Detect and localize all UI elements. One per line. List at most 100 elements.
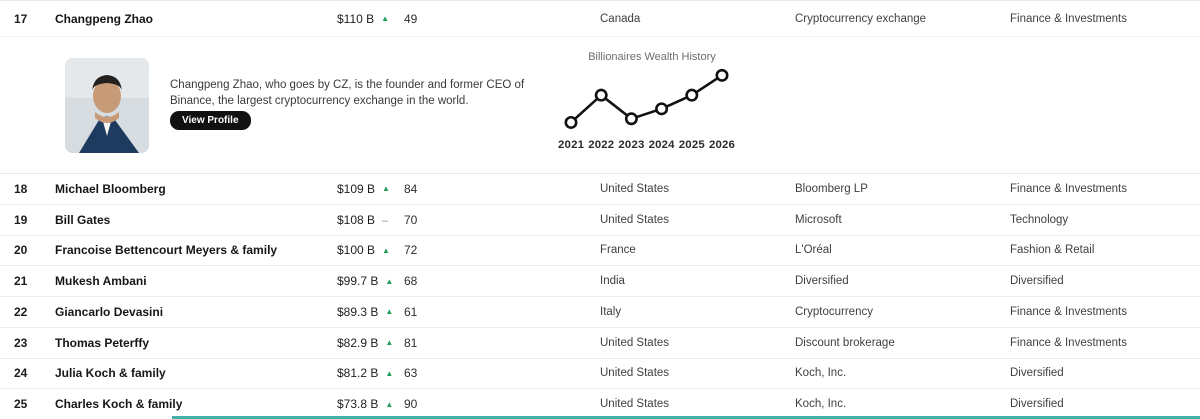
net-worth-cell: $73.8 B ▲ — [337, 397, 394, 412]
source-cell: Koch, Inc. — [795, 367, 847, 380]
industry-cell: Finance & Investments — [1010, 182, 1127, 195]
net-worth-cell: $100 B ▲ — [337, 243, 390, 258]
source-cell: L'Oréal — [795, 244, 832, 257]
rank-cell: 17 — [14, 11, 28, 26]
rank-cell: 20 — [14, 243, 28, 258]
table-rows: 18 Michael Bloomberg $109 B ▲ 84 United State… — [0, 174, 1200, 419]
rank-cell: 21 — [14, 274, 28, 289]
rank-cell: 23 — [14, 335, 28, 350]
country-cell: India — [600, 275, 625, 288]
industry-cell: Finance & Investments — [1010, 12, 1127, 25]
source-cell: Diversified — [795, 275, 849, 288]
x-axis-tick-label: 2021 — [558, 139, 585, 151]
country-cell: United States — [600, 367, 670, 380]
wealth-history-chart: Billionaires Wealth History 2021 2022 2023… — [556, 37, 748, 174]
name-cell[interactable]: Michael Bloomberg — [55, 181, 166, 196]
source-cell: Cryptocurrency exchange — [795, 12, 927, 25]
industry-cell: Diversified — [1010, 398, 1064, 411]
net-worth-cell: $89.3 B ▲ — [337, 304, 394, 319]
change-up-icon: ▲ — [385, 338, 394, 348]
name-cell[interactable]: Changpeng Zhao — [55, 11, 153, 26]
change-up-icon: ▲ — [385, 399, 394, 409]
view-profile-button[interactable]: View Profile — [170, 111, 251, 130]
name-cell[interactable]: Francoise Bettencourt Meyers & family — [55, 243, 278, 258]
country-cell: United States — [600, 182, 670, 195]
expanded-detail-panel: Changpeng Zhao, who goes by CZ, is the f… — [0, 37, 1200, 174]
net-worth-cell: $81.2 B ▲ — [337, 366, 394, 381]
x-axis-tick-label: 2022 — [588, 139, 615, 151]
country-cell: France — [600, 244, 636, 257]
change-up-icon: ▲ — [385, 307, 394, 317]
source-cell: Bloomberg LP — [795, 182, 868, 195]
table-row[interactable]: 17 Changpeng Zhao $110 B ▲ 49 Canada Cryptocur… — [0, 1, 1200, 37]
change-flat-icon: – — [382, 214, 389, 227]
change-up-icon: ▲ — [382, 184, 390, 194]
table-row-slot-expanded: 17 Changpeng Zhao $110 B ▲ 49 Canada Cryptocur… — [0, 1, 1200, 37]
table-row[interactable]: 23 Thomas Peterffy $82.9 B ▲ 81 United States… — [0, 327, 1200, 359]
data-point-marker — [564, 115, 578, 129]
age-cell: 49 — [404, 11, 418, 26]
source-cell: Cryptocurrency — [795, 305, 873, 318]
data-point-marker — [624, 112, 638, 126]
source-cell: Discount brokerage — [795, 336, 895, 349]
data-point-marker — [655, 102, 669, 116]
industry-cell: Finance & Investments — [1010, 305, 1127, 318]
age-cell: 84 — [404, 181, 418, 196]
industry-cell: Fashion & Retail — [1010, 244, 1095, 257]
rank-cell: 19 — [14, 212, 28, 227]
industry-cell: Technology — [1010, 213, 1069, 226]
industry-cell: Finance & Investments — [1010, 336, 1127, 349]
table-row[interactable]: 25 Charles Koch & family $73.8 B ▲ 90 United … — [0, 389, 1200, 419]
name-cell[interactable]: Thomas Peterffy — [55, 335, 150, 350]
source-cell: Microsoft — [795, 213, 842, 226]
rank-cell: 18 — [14, 181, 28, 196]
rank-cell: 24 — [14, 366, 28, 381]
change-up-icon: ▲ — [385, 368, 394, 378]
industry-cell: Diversified — [1010, 275, 1064, 288]
table-row[interactable]: 22 Giancarlo Devasini $89.3 B ▲ 61 Italy Crypt… — [0, 297, 1200, 328]
x-axis-tick-label: 2025 — [678, 139, 705, 151]
table-row[interactable]: 21 Mukesh Ambani $99.7 B ▲ 68 India Diversifie… — [0, 266, 1200, 297]
country-cell: United States — [600, 336, 670, 349]
age-cell: 63 — [404, 366, 418, 381]
age-cell: 70 — [404, 212, 418, 227]
net-worth-cell: $108 B – — [337, 212, 389, 227]
table-row[interactable]: 20 Francoise Bettencourt Meyers & family $… — [0, 235, 1200, 267]
profile-photo — [65, 58, 149, 153]
profile-description: Changpeng Zhao, who goes by CZ, is the f… — [170, 79, 525, 107]
net-worth-cell: $82.9 B ▲ — [337, 335, 394, 350]
x-axis-tick-label: 2023 — [618, 139, 645, 151]
net-worth-cell: $99.7 B ▲ — [337, 274, 394, 289]
net-worth-cell: $110 B ▲ — [337, 11, 390, 26]
table-row[interactable]: 24 Julia Koch & family $81.2 B ▲ 63 United St… — [0, 358, 1200, 390]
x-axis-tick-label: 2026 — [708, 139, 736, 151]
rank-cell: 22 — [14, 304, 28, 319]
table-row[interactable]: 19 Bill Gates $108 B – 70 United States Micros… — [0, 204, 1200, 236]
age-cell: 72 — [404, 243, 418, 258]
person-silhouette — [65, 58, 149, 153]
name-cell[interactable]: Julia Koch & family — [55, 366, 166, 381]
wealth-line-chart — [564, 68, 729, 129]
bottom-accent-bar — [172, 416, 1200, 419]
age-cell: 90 — [404, 397, 418, 412]
industry-cell: Diversified — [1010, 367, 1064, 380]
country-cell: Italy — [600, 305, 622, 318]
name-cell[interactable]: Bill Gates — [55, 212, 111, 227]
change-up-icon: ▲ — [385, 276, 394, 286]
country-cell: United States — [600, 398, 670, 411]
data-point-marker — [594, 88, 608, 102]
change-up-icon: ▲ — [382, 245, 390, 255]
age-cell: 61 — [404, 304, 418, 319]
net-worth-cell: $109 B ▲ — [337, 181, 390, 196]
name-cell[interactable]: Giancarlo Devasini — [55, 304, 164, 319]
name-cell[interactable]: Mukesh Ambani — [55, 274, 147, 289]
country-cell: Canada — [600, 12, 641, 25]
x-axis-tick-label: 2024 — [648, 139, 675, 151]
name-cell[interactable]: Charles Koch & family — [55, 397, 183, 412]
change-up-icon: ▲ — [381, 14, 390, 23]
age-cell: 81 — [404, 335, 418, 350]
country-cell: United States — [600, 213, 670, 226]
table-row[interactable]: 18 Michael Bloomberg $109 B ▲ 84 United State… — [0, 174, 1200, 205]
source-cell: Koch, Inc. — [795, 398, 847, 411]
